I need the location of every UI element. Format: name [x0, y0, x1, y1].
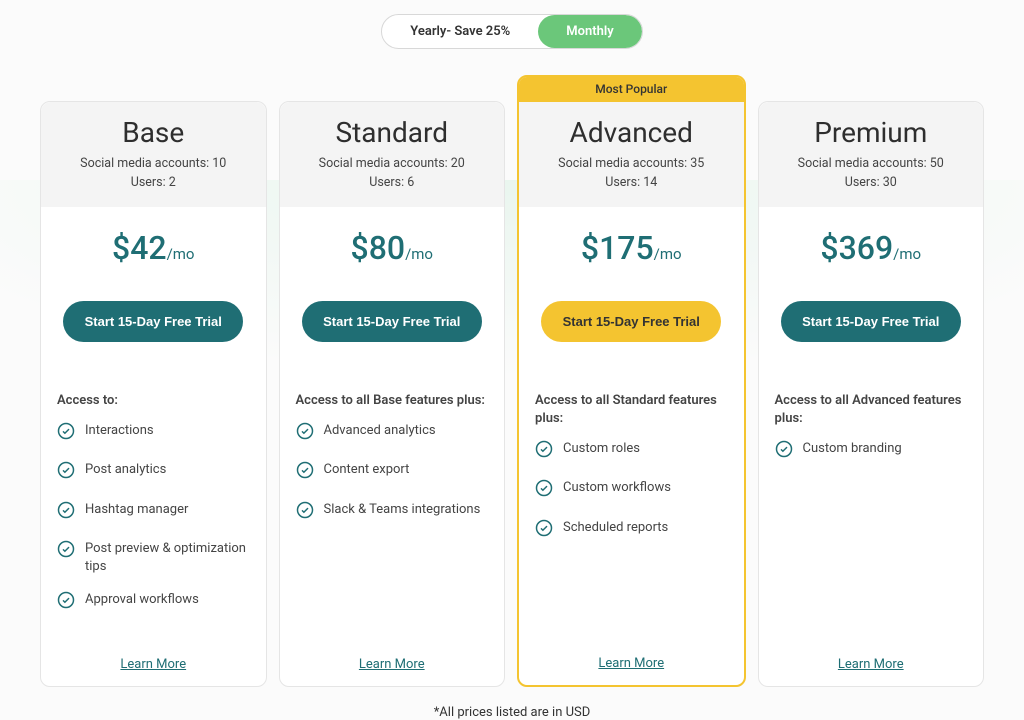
check-icon: [296, 461, 314, 485]
learn-more-link[interactable]: Learn More: [598, 656, 664, 671]
plan-name: Premium: [767, 116, 976, 149]
learn-more-link[interactable]: Learn More: [120, 657, 186, 672]
check-icon: [57, 461, 75, 485]
check-icon: [296, 422, 314, 446]
billing-toggle: Yearly- Save 25% Monthly: [0, 0, 1024, 49]
start-trial-button[interactable]: Start 15-Day Free Trial: [302, 301, 482, 342]
feature-label: Custom workflows: [563, 479, 671, 497]
feature-item: Interactions: [57, 422, 250, 446]
toggle-yearly[interactable]: Yearly- Save 25%: [382, 15, 538, 48]
check-icon: [296, 501, 314, 525]
learn-more-wrap: Learn More: [519, 642, 744, 685]
plan-header: Base Social media accounts: 10 Users: 2: [41, 102, 266, 207]
learn-more-wrap: Learn More: [759, 643, 984, 686]
popular-badge: Most Popular: [519, 77, 744, 102]
feature-label: Post preview & optimization tips: [85, 540, 250, 575]
learn-more-wrap: Learn More: [41, 643, 266, 686]
feature-item: Post analytics: [57, 461, 250, 485]
pricing-plans: Base Social media accounts: 10 Users: 2 …: [0, 49, 1024, 687]
plan-accounts-line: Social media accounts: 20: [288, 155, 497, 174]
plan-users-line: Users: 2: [49, 174, 258, 193]
feature-item: Approval workflows: [57, 591, 250, 615]
plan-features: Access to: Interactions Post analytics Has…: [41, 368, 266, 643]
check-icon: [535, 479, 553, 503]
plan-card-premium: Premium Social media accounts: 50 Users:…: [758, 101, 985, 687]
learn-more-link[interactable]: Learn More: [359, 657, 425, 672]
plan-features: Access to all Standard features plus: Cu…: [519, 368, 744, 642]
feature-item: Custom roles: [535, 440, 728, 464]
plan-price-block: $80/mo Start 15-Day Free Trial: [280, 207, 505, 368]
plan-price: $80/mo: [290, 229, 495, 267]
plan-price-block: $175/mo Start 15-Day Free Trial: [519, 207, 744, 368]
plan-card-advanced: Most Popular Advanced Social media accou…: [517, 75, 746, 687]
features-title: Access to all Advanced features plus:: [775, 392, 968, 428]
feature-item: Slack & Teams integrations: [296, 501, 489, 525]
learn-more-wrap: Learn More: [280, 643, 505, 686]
feature-label: Scheduled reports: [563, 519, 668, 537]
plan-price: $369/mo: [769, 229, 974, 267]
plan-price: $42/mo: [51, 229, 256, 267]
check-icon: [57, 591, 75, 615]
plan-features: Access to all Base features plus: Advanc…: [280, 368, 505, 643]
feature-item: Post preview & optimization tips: [57, 540, 250, 575]
plan-users-line: Users: 30: [767, 174, 976, 193]
feature-item: Advanced analytics: [296, 422, 489, 446]
feature-label: Content export: [324, 461, 410, 479]
plan-price-block: $42/mo Start 15-Day Free Trial: [41, 207, 266, 368]
plan-features: Access to all Advanced features plus: Cu…: [759, 368, 984, 643]
check-icon: [535, 519, 553, 543]
feature-label: Advanced analytics: [324, 422, 436, 440]
feature-item: Scheduled reports: [535, 519, 728, 543]
plan-accounts-line: Social media accounts: 35: [527, 155, 736, 174]
feature-item: Hashtag manager: [57, 501, 250, 525]
features-title: Access to:: [57, 392, 250, 410]
start-trial-button[interactable]: Start 15-Day Free Trial: [63, 301, 243, 342]
plan-name: Base: [49, 116, 258, 149]
feature-label: Approval workflows: [85, 591, 199, 609]
feature-item: Custom branding: [775, 440, 968, 464]
check-icon: [775, 440, 793, 464]
plan-header: Premium Social media accounts: 50 Users:…: [759, 102, 984, 207]
plan-price: $175/mo: [529, 229, 734, 267]
plan-accounts-line: Social media accounts: 50: [767, 155, 976, 174]
plan-name: Standard: [288, 116, 497, 149]
feature-item: Custom workflows: [535, 479, 728, 503]
feature-label: Hashtag manager: [85, 501, 188, 519]
feature-label: Interactions: [85, 422, 154, 440]
check-icon: [57, 501, 75, 525]
plan-users-line: Users: 14: [527, 174, 736, 193]
feature-label: Slack & Teams integrations: [324, 501, 481, 519]
feature-label: Custom branding: [803, 440, 902, 458]
toggle-monthly[interactable]: Monthly: [538, 15, 641, 48]
learn-more-link[interactable]: Learn More: [838, 657, 904, 672]
pricing-footnote: *All prices listed are in USD: [0, 687, 1024, 720]
feature-item: Content export: [296, 461, 489, 485]
plan-header: Advanced Social media accounts: 35 Users…: [519, 102, 744, 207]
check-icon: [535, 440, 553, 464]
start-trial-button[interactable]: Start 15-Day Free Trial: [781, 301, 961, 342]
start-trial-button[interactable]: Start 15-Day Free Trial: [541, 301, 721, 342]
check-icon: [57, 540, 75, 564]
feature-label: Custom roles: [563, 440, 640, 458]
plan-card-base: Base Social media accounts: 10 Users: 2 …: [40, 101, 267, 687]
plan-accounts-line: Social media accounts: 10: [49, 155, 258, 174]
features-title: Access to all Base features plus:: [296, 392, 489, 410]
plan-header: Standard Social media accounts: 20 Users…: [280, 102, 505, 207]
feature-label: Post analytics: [85, 461, 166, 479]
plan-price-block: $369/mo Start 15-Day Free Trial: [759, 207, 984, 368]
plan-name: Advanced: [527, 116, 736, 149]
features-title: Access to all Standard features plus:: [535, 392, 728, 428]
plan-users-line: Users: 6: [288, 174, 497, 193]
plan-card-standard: Standard Social media accounts: 20 Users…: [279, 101, 506, 687]
check-icon: [57, 422, 75, 446]
